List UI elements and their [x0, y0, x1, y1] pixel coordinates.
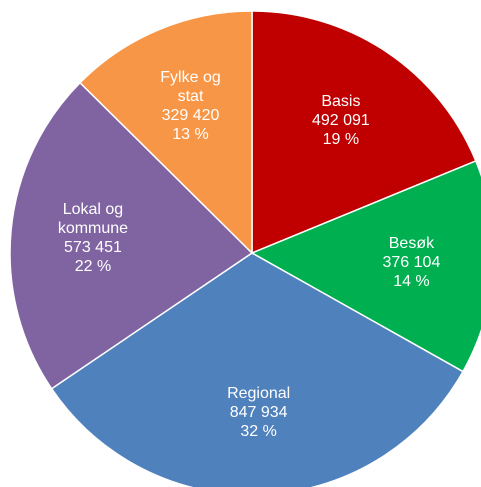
- slice-label-box: Regional 847 934 32 %: [199, 363, 319, 463]
- slice-percent: 22 %: [74, 258, 112, 276]
- slice-percent: 19 %: [322, 130, 360, 148]
- slice-label-box: Fylke og stat 329 420 13 %: [131, 56, 251, 156]
- slice-value: 847 934: [229, 404, 288, 422]
- slice-name: Besøk: [388, 235, 435, 253]
- slice-value: 329 420: [161, 106, 220, 124]
- slice-value: 573 451: [64, 239, 122, 257]
- pie-slice: [78, 10, 253, 255]
- pie-slice: [9, 81, 254, 390]
- slice-label-box: Besøk 376 104 14 %: [351, 213, 471, 313]
- slice-name: Lokal og kommune: [57, 201, 129, 238]
- slice-name: Fylke og stat: [160, 68, 221, 105]
- slice-percent: 32 %: [240, 423, 277, 441]
- pie-slice: [251, 10, 477, 255]
- pie-slice: [250, 159, 481, 373]
- slice-value: 492 091: [311, 111, 370, 129]
- slice-percent: 14 %: [393, 273, 430, 291]
- slice-value: 376 104: [382, 254, 441, 272]
- slice-percent: 13 %: [172, 125, 209, 143]
- slice-name: Regional: [227, 385, 291, 403]
- slice-label-box: Lokal og kommune 573 451 22 %: [33, 188, 153, 288]
- pie-slice: [50, 252, 464, 487]
- slice-name: Basis: [321, 92, 361, 110]
- slice-label-box: Basis 492 091 19 %: [281, 70, 401, 170]
